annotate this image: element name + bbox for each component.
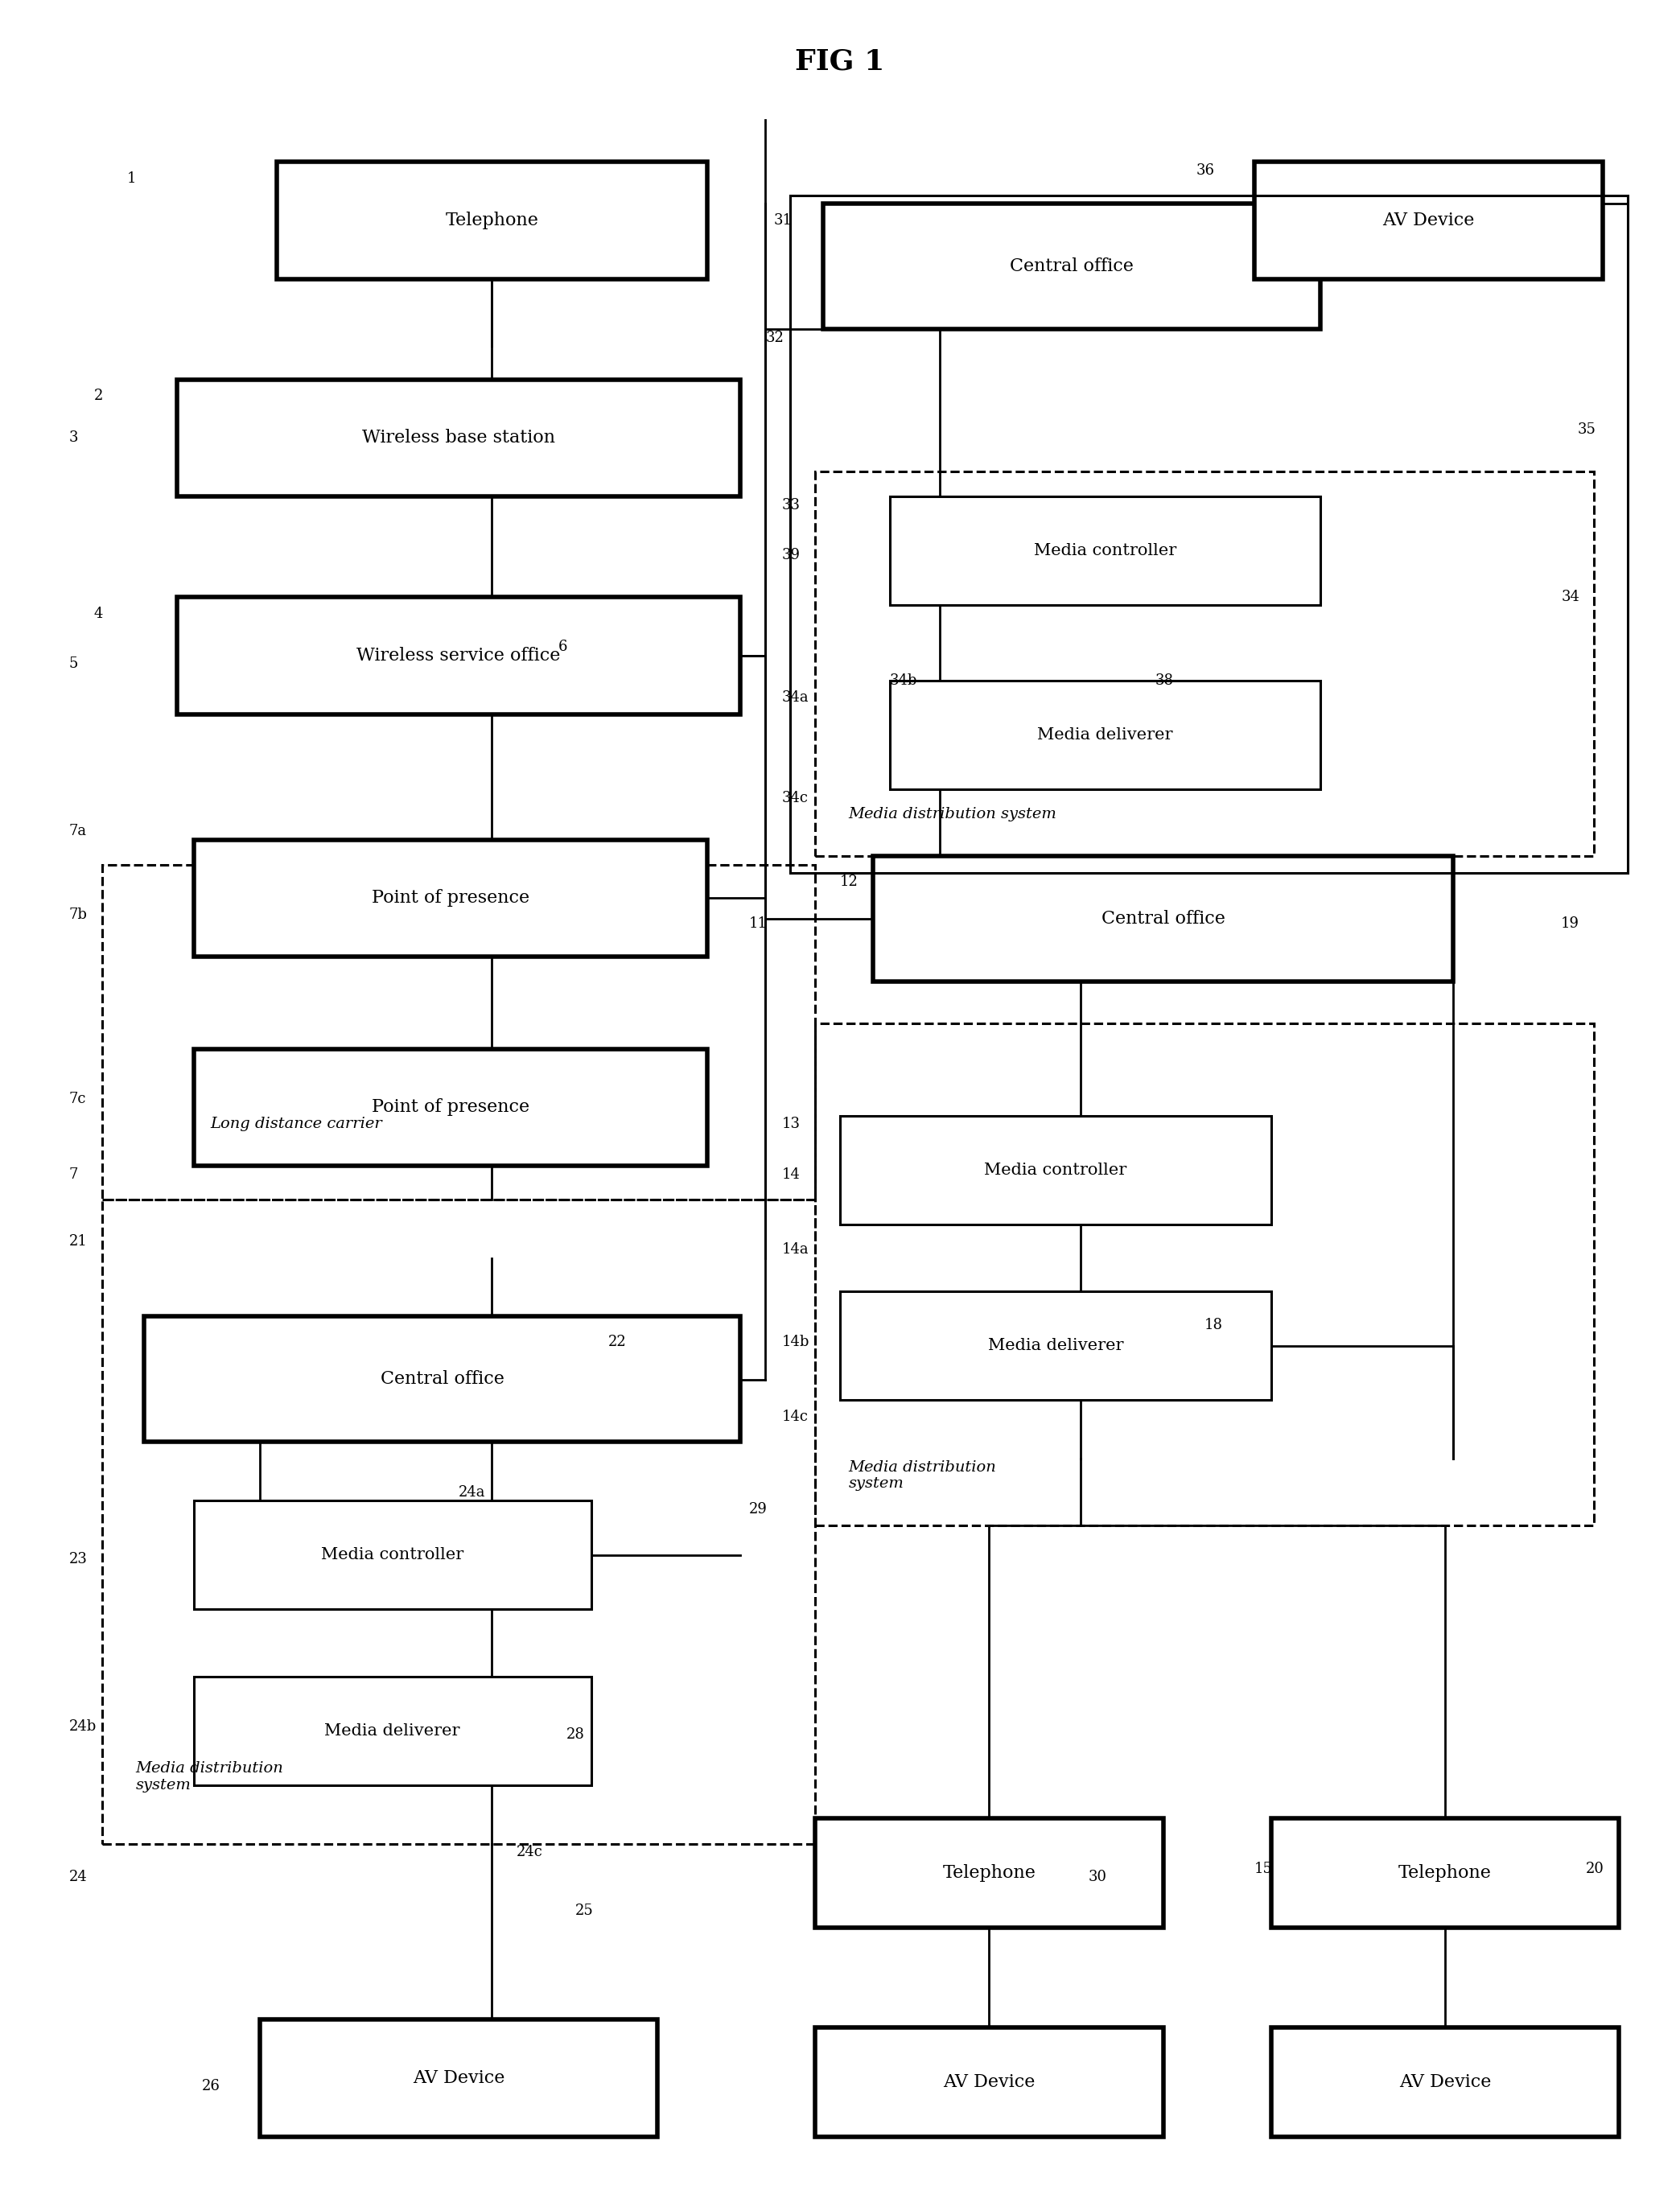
Text: 38: 38 [1154, 673, 1173, 688]
Text: 34c: 34c [781, 791, 808, 804]
Text: 39: 39 [781, 547, 800, 563]
Bar [102, 864, 815, 1200]
Bar [840, 1117, 1272, 1224]
Text: 14b: 14b [781, 1334, 810, 1350]
Bar [144, 1317, 741, 1442]
Bar [890, 681, 1320, 789]
Bar [840, 1292, 1272, 1400]
Text: Media distribution system: Media distribution system [848, 807, 1057, 822]
Text: 34a: 34a [781, 690, 810, 706]
Bar [815, 470, 1594, 857]
Bar [277, 163, 707, 279]
Bar [176, 598, 741, 714]
Text: Central office: Central office [1102, 910, 1225, 928]
Bar [102, 1200, 815, 1844]
Text: Wireless base station: Wireless base station [363, 429, 556, 446]
Text: 19: 19 [1561, 917, 1579, 930]
Text: Media deliverer: Media deliverer [1038, 728, 1173, 743]
Bar [1272, 1818, 1620, 1928]
Text: 14a: 14a [781, 1242, 810, 1257]
Text: 33: 33 [781, 497, 800, 512]
Bar [1272, 2029, 1620, 2136]
Text: 29: 29 [749, 1501, 768, 1517]
Text: Central office: Central office [1010, 257, 1134, 275]
Text: Telephone: Telephone [1398, 1864, 1492, 1881]
Text: 32: 32 [766, 330, 785, 345]
Text: 15: 15 [1255, 1862, 1273, 1877]
Text: 24a: 24a [459, 1486, 486, 1499]
Text: 28: 28 [566, 1728, 585, 1743]
Text: 20: 20 [1586, 1862, 1604, 1877]
Text: 11: 11 [749, 917, 768, 930]
Text: AV Device: AV Device [1383, 211, 1475, 229]
Text: 26: 26 [202, 2079, 220, 2095]
Text: 7c: 7c [69, 1092, 86, 1106]
Text: AV Device: AV Device [942, 2073, 1035, 2090]
Bar [815, 2029, 1163, 2136]
Text: 30: 30 [1089, 1870, 1107, 1884]
Bar [176, 380, 741, 497]
Text: Telephone: Telephone [445, 211, 539, 229]
Bar [193, 1048, 707, 1165]
Text: Media distribution
system: Media distribution system [136, 1761, 284, 1791]
Text: 14c: 14c [781, 1409, 808, 1424]
Bar [193, 1677, 591, 1785]
Text: 4: 4 [94, 607, 102, 620]
Bar [874, 857, 1453, 983]
Text: Point of presence: Point of presence [371, 890, 529, 908]
Bar [193, 1501, 591, 1609]
Text: Media controller: Media controller [1033, 543, 1176, 558]
Bar [260, 2020, 657, 2136]
Text: 24c: 24c [517, 1844, 543, 1860]
Text: Media deliverer: Media deliverer [324, 1723, 460, 1739]
Text: Media distribution
system: Media distribution system [848, 1459, 996, 1490]
Text: FIG 1: FIG 1 [795, 48, 885, 75]
Text: 23: 23 [69, 1552, 87, 1567]
Text: 34: 34 [1561, 589, 1579, 604]
Text: AV Device: AV Device [413, 2068, 504, 2086]
Bar [790, 196, 1628, 873]
Text: 12: 12 [840, 875, 858, 888]
Text: 3: 3 [69, 431, 79, 446]
Bar [815, 1024, 1594, 1525]
Text: Point of presence: Point of presence [371, 1099, 529, 1117]
Text: Wireless service office: Wireless service office [356, 646, 561, 664]
Bar [193, 840, 707, 956]
Text: 35: 35 [1578, 422, 1596, 437]
Bar [815, 1818, 1163, 1928]
Text: 34b: 34b [890, 673, 917, 688]
Text: Central office: Central office [380, 1372, 504, 1389]
Bar [890, 497, 1320, 604]
Text: 1: 1 [128, 171, 136, 187]
Text: 2: 2 [94, 389, 102, 404]
Text: 36: 36 [1196, 163, 1215, 178]
Text: 25: 25 [575, 1903, 593, 1919]
Text: 21: 21 [69, 1233, 87, 1248]
Text: 7: 7 [69, 1167, 79, 1183]
Text: 22: 22 [608, 1334, 627, 1350]
Text: AV Device: AV Device [1399, 2073, 1492, 2090]
Text: Telephone: Telephone [942, 1864, 1037, 1881]
Text: Media controller: Media controller [321, 1547, 464, 1563]
Text: 24b: 24b [69, 1719, 97, 1734]
Text: 5: 5 [69, 657, 79, 670]
Text: Long distance carrier: Long distance carrier [210, 1117, 381, 1132]
Text: 7b: 7b [69, 908, 87, 923]
Text: Media controller: Media controller [984, 1163, 1127, 1178]
Text: 6: 6 [558, 640, 568, 655]
Text: 24: 24 [69, 1870, 87, 1884]
Text: 18: 18 [1205, 1317, 1223, 1332]
Text: 31: 31 [774, 213, 793, 229]
Text: 13: 13 [781, 1117, 800, 1132]
Text: Media deliverer: Media deliverer [988, 1339, 1124, 1354]
Bar [823, 204, 1320, 330]
Bar [1255, 163, 1603, 279]
Text: 7a: 7a [69, 824, 87, 837]
Text: 14: 14 [781, 1167, 800, 1183]
